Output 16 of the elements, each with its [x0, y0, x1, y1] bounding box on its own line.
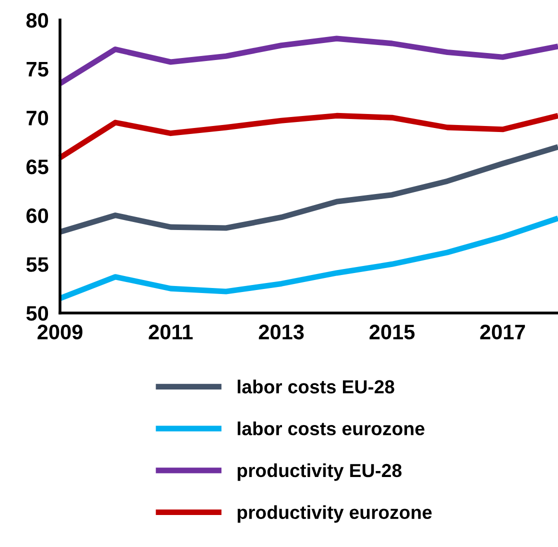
x-tick-label: 2009 — [38, 324, 82, 340]
y-tick-label: 60 — [26, 208, 48, 224]
y-tick-label: 50 — [26, 306, 48, 321]
y-tick-label: 80 — [26, 13, 48, 28]
y-tick-label: 55 — [26, 257, 48, 272]
legend-label: labor costs eurozone — [238, 422, 424, 436]
x-tick-label: 2011 — [148, 324, 193, 340]
y-tick-label: 75 — [26, 62, 48, 77]
x-tick-label: 2015 — [370, 324, 415, 340]
legend-label: productivity EU-28 — [238, 463, 402, 481]
x-tick-label: 2013 — [258, 324, 304, 340]
legend-label: productivity eurozone — [238, 505, 432, 523]
legend-label: labor costs EU-28 — [238, 380, 394, 394]
y-tick-label: 70 — [26, 110, 48, 126]
x-tick-label: 2017 — [480, 324, 525, 340]
y-tick-label: 65 — [26, 160, 48, 174]
